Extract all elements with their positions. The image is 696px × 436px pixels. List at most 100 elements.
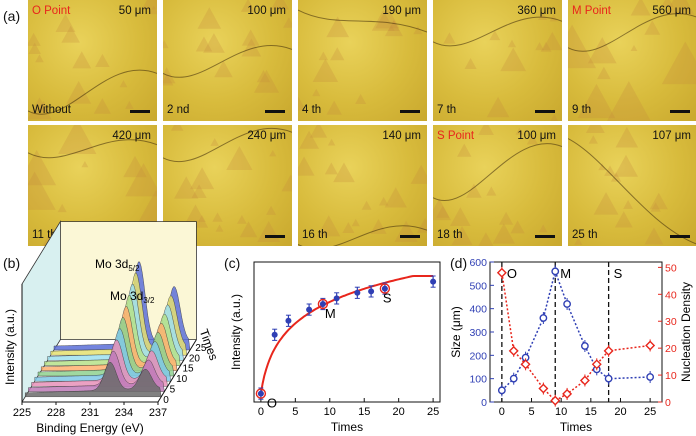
crystal-size-label: 107 μm [652, 130, 691, 142]
density-point [591, 359, 602, 370]
x-tick-label: 5 [528, 406, 534, 418]
scale-bar [535, 235, 555, 238]
scale-bar [670, 110, 690, 113]
times-label: 16 th [302, 229, 328, 241]
peak-label-3d52: Mo 3d5/2 [95, 257, 140, 273]
y-left-tick-label: 400 [469, 304, 487, 316]
highlight-marker [379, 283, 391, 294]
density-point [496, 267, 507, 278]
x-tick-label: 15 [358, 406, 370, 418]
density-point [603, 345, 614, 356]
crystal-texture [28, 125, 157, 246]
highlight-marker [317, 298, 329, 310]
density-point [550, 395, 561, 406]
scale-bar [265, 235, 285, 238]
micrograph-tile: 190 μm 4 th [298, 0, 427, 121]
times-label: 25 th [572, 229, 598, 241]
plot-frame [253, 261, 441, 403]
z-tick-label: 0 [163, 395, 169, 406]
y-right-tick-label: 20 [665, 343, 677, 355]
x-tick-label: 0 [499, 406, 505, 418]
data-point [354, 289, 361, 296]
x-tick-label: 231 [81, 407, 99, 419]
crystal-texture [28, 0, 157, 120]
y-right-tick-label: 40 [665, 289, 677, 301]
y-left-axis-title: Size (μm) [449, 306, 463, 358]
y-axis-title: Intensity (a.u.) [3, 309, 17, 385]
micrograph-tile: 560 μm M Point 9 th [568, 0, 696, 121]
crystal-size-label: 420 μm [112, 130, 151, 142]
x-tick-label: 20 [614, 406, 626, 418]
data-point [368, 288, 375, 295]
scale-bar [265, 110, 285, 113]
size-point [497, 386, 506, 395]
crystal-texture [433, 11, 562, 121]
y-right-tick-label: 30 [665, 316, 677, 328]
x-tick-label: 225 [13, 407, 31, 419]
crystal-size-label: 100 μm [517, 130, 556, 142]
y-right-tick-label: 50 [665, 262, 677, 274]
micrograph-tile: 100 μm S Point 18 th [433, 125, 562, 246]
times-label: 7 th [437, 104, 457, 116]
y-axis-title: Intensity (a.u.) [229, 294, 243, 370]
crystal-size-label: 190 μm [382, 5, 421, 17]
y-left-tick-label: 200 [469, 350, 487, 362]
y-left-tick-label: 500 [469, 280, 487, 292]
y-left-tick-label: 0 [481, 397, 487, 409]
x-tick-label: 15 [585, 406, 597, 418]
size-point [604, 374, 613, 383]
panel-label-b: (b) [3, 255, 21, 271]
data-point [257, 390, 264, 397]
y-left-tick-label: 100 [469, 374, 487, 386]
micrograph-tile: 360 μm 7 th [433, 0, 562, 121]
crystal-size-label: 140 μm [382, 130, 421, 142]
data-point [285, 317, 292, 324]
point-label: O Point [32, 5, 71, 17]
crystal-texture [163, 0, 292, 93]
size-point [539, 314, 548, 322]
scale-bar [130, 110, 150, 113]
point-annotation: O [267, 396, 277, 411]
data-point [319, 301, 326, 307]
y-left-tick-label: 600 [469, 257, 487, 269]
density-point [520, 359, 531, 370]
scale-bar [670, 235, 690, 238]
crystal-size-label: 50 μm [118, 5, 151, 17]
z-tick-label: 25 [195, 343, 207, 354]
z-tick-label: 5 [170, 385, 176, 396]
z-tick-label: 10 [176, 374, 188, 385]
times-label: 9 th [572, 104, 592, 116]
scale-bar [535, 110, 555, 113]
panel-label-d: (d) [450, 255, 468, 271]
x-axis-title: Binding Energy (eV) [36, 421, 143, 435]
times-label: 18 th [437, 229, 463, 241]
spectrum-series [25, 362, 162, 397]
density-point [538, 383, 549, 394]
x-tick-label: 20 [393, 406, 405, 418]
size-point [509, 374, 518, 383]
size-density-vs-times-plot: 0 5 10 15 20 25 0 100 200 300 400 500 600 0 10 20 30 40 50… [449, 257, 693, 434]
times-label: Without [32, 104, 71, 116]
crystal-size-label: 100 μm [247, 5, 286, 17]
crystal-texture [433, 125, 562, 246]
x-axis-title: Times [560, 420, 592, 434]
point-label: S Point [437, 130, 475, 142]
x-tick-label: 234 [115, 407, 133, 419]
point-label: M Point [572, 5, 611, 17]
data-point [333, 295, 340, 302]
panel-label-c: (c) [224, 255, 241, 271]
data-point [430, 278, 437, 285]
crystal-size-label: 240 μm [247, 130, 286, 142]
x-tick-label: 228 [47, 407, 65, 419]
highlight-marker [255, 388, 267, 399]
y-right-tick-label: 0 [665, 397, 671, 409]
point-annotation: S [383, 291, 392, 306]
density-point [508, 345, 519, 356]
crystal-size-label: 560 μm [652, 5, 691, 17]
times-label: 2 nd [167, 104, 190, 116]
y-right-tick-label: 10 [665, 370, 677, 382]
density-line [501, 272, 651, 402]
x-tick-label: 237 [149, 407, 167, 419]
size-line [501, 268, 651, 391]
